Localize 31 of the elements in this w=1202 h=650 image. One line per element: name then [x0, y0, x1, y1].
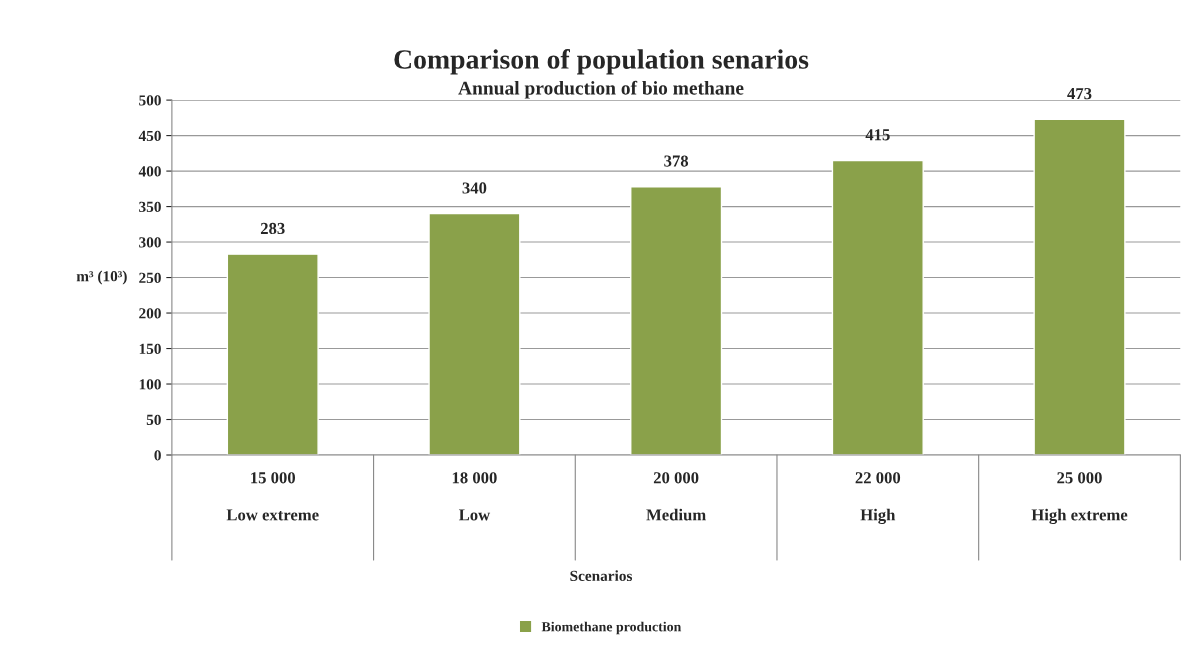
chart-title: Comparison of population senarios [394, 49, 809, 75]
category-label: 18 000 Low [452, 472, 497, 521]
y-tick-label: 0 [154, 450, 161, 461]
data-label: 473 [1067, 88, 1092, 100]
y-tick-label: 250 [139, 272, 161, 283]
y-tick-label: 500 [139, 95, 161, 106]
data-label: 378 [664, 155, 689, 167]
y-tick-label: 100 [139, 379, 161, 390]
category-label: 20 000 Medium [646, 472, 706, 521]
text: Scenarios [570, 570, 633, 582]
category-label: 15 000 Low extreme [226, 472, 319, 521]
bar [831, 159, 924, 455]
y-tick-label: 400 [138, 166, 161, 177]
category-label: 22 000 High [855, 472, 901, 524]
y-tick-label: 200 [139, 308, 161, 319]
category-label: 25 000 High extreme [1031, 472, 1128, 524]
data-label: 415 [865, 129, 890, 141]
y-axis-title: m³ (10³) [76, 270, 127, 285]
bar [428, 212, 521, 455]
legend-label: Biomethane production [541, 621, 682, 635]
data-label: 340 [462, 182, 487, 194]
y-tick-label: 150 [139, 343, 161, 354]
y-tick-label: 450 [138, 130, 161, 142]
bar [1033, 118, 1126, 455]
data-label: 283 [260, 222, 285, 235]
y-tick-label: 50 [146, 414, 161, 425]
y-tick-label: 350 [139, 201, 161, 213]
chart-subtitle: Annual production of bio methane [458, 80, 744, 99]
bar [630, 186, 723, 455]
y-tick-label: 300 [139, 237, 161, 248]
bar [226, 253, 319, 455]
